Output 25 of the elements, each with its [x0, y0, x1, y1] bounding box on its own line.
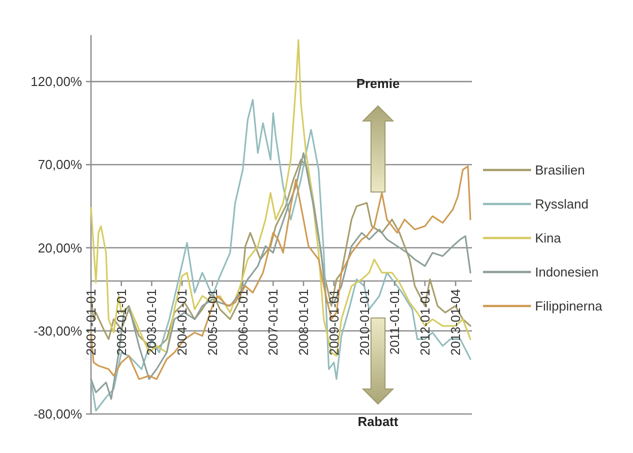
legend-label: Filippinerna	[535, 298, 603, 314]
annotation: Premie	[356, 76, 400, 91]
x-tick-label: 2001-01-01	[84, 289, 99, 356]
x-tick-label: 2006-01-01	[235, 289, 250, 356]
y-tick-label: 120,00%	[30, 74, 82, 90]
legend-label: Ryssland	[535, 196, 588, 212]
x-tick-label: 2010-01-01	[356, 289, 372, 356]
x-tick-label: 2005-01-01	[205, 289, 220, 356]
y-tick-label: 70,00%	[38, 157, 82, 172]
y-tick-label: 20,00%	[38, 240, 82, 256]
x-tick-label: 2012-01-01	[417, 289, 432, 356]
legend-label: Kina	[535, 230, 562, 246]
x-tick-label: 2009-01-01	[326, 289, 342, 356]
x-tick-label: 2004-01-01	[174, 289, 190, 356]
legend-label: Brasilien	[535, 162, 585, 178]
text: Rabatt	[358, 414, 399, 429]
y-tick-label: -30,00%	[34, 323, 82, 338]
x-tick-label: 2013-01-04	[448, 289, 464, 356]
legend-label: Indonesien	[535, 264, 599, 280]
y-tick-label: -80,00%	[34, 406, 82, 422]
x-tick-label: 2007-01-01	[266, 289, 281, 356]
x-tick-label: 2002-01-01	[114, 289, 129, 356]
x-tick-label: 2008-01-01	[296, 289, 312, 356]
x-tick-label: 2011-01-01	[387, 289, 402, 355]
x-tick-label: 2003-01-01	[144, 289, 160, 356]
